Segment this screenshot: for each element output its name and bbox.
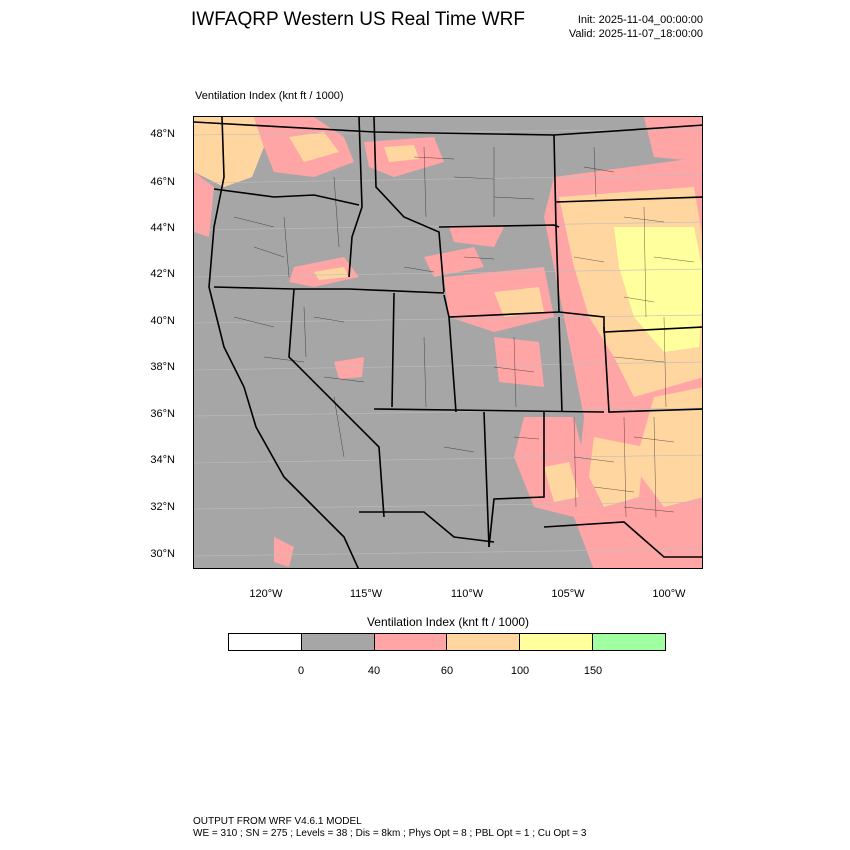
lat-label: 46°N <box>150 176 175 188</box>
colorbar-tick: 150 <box>583 665 603 677</box>
colorbar-tick: 40 <box>367 665 381 677</box>
colorbar <box>228 633 666 651</box>
lat-label: 36°N <box>150 408 175 420</box>
colorbar-tick: 100 <box>510 665 530 677</box>
colorbar-title: Ventilation Index (knt ft / 1000) <box>366 615 530 629</box>
plot-title: IWFAQRP Western US Real Time WRF <box>191 9 525 30</box>
state-borders <box>194 117 702 568</box>
colorbar-box <box>520 634 594 650</box>
model-info: OUTPUT FROM WRF V4.6.1 MODEL <box>193 816 362 827</box>
colorbar-box <box>374 634 448 650</box>
lon-label: 110°W <box>450 588 484 600</box>
field-label: Ventilation Index (knt ft / 1000) <box>195 90 344 102</box>
map-svg <box>194 117 702 568</box>
lat-label: 48°N <box>150 128 175 140</box>
colorbar-box <box>301 634 375 650</box>
colorbar-box <box>447 634 521 650</box>
lon-label: 100°W <box>652 588 686 600</box>
colorbar-tick: 60 <box>440 665 454 677</box>
colorbar-tick: 0 <box>297 665 305 677</box>
lat-label: 40°N <box>150 315 175 327</box>
lon-label: 120°W <box>249 588 283 600</box>
lat-label: 32°N <box>150 501 175 513</box>
lat-label: 30°N <box>150 548 175 560</box>
county-lines <box>233 146 695 518</box>
lat-label: 34°N <box>150 454 175 466</box>
lon-label: 115°W <box>349 588 383 600</box>
colorbar-box <box>593 634 665 650</box>
lat-label: 42°N <box>150 268 175 280</box>
model-params: WE = 310 ; SN = 275 ; Levels = 38 ; Dis … <box>193 828 587 839</box>
lat-label: 38°N <box>150 361 175 373</box>
colorbar-box <box>229 634 302 650</box>
lon-label: 105°W <box>551 588 585 600</box>
init-time: Init: 2025-11-04_00:00:00 <box>577 14 703 26</box>
map-panel <box>193 116 703 569</box>
lat-label: 44°N <box>150 222 175 234</box>
ventilation-shading <box>194 117 702 568</box>
valid-time: Valid: 2025-11-07_18:00:00 <box>568 28 703 40</box>
